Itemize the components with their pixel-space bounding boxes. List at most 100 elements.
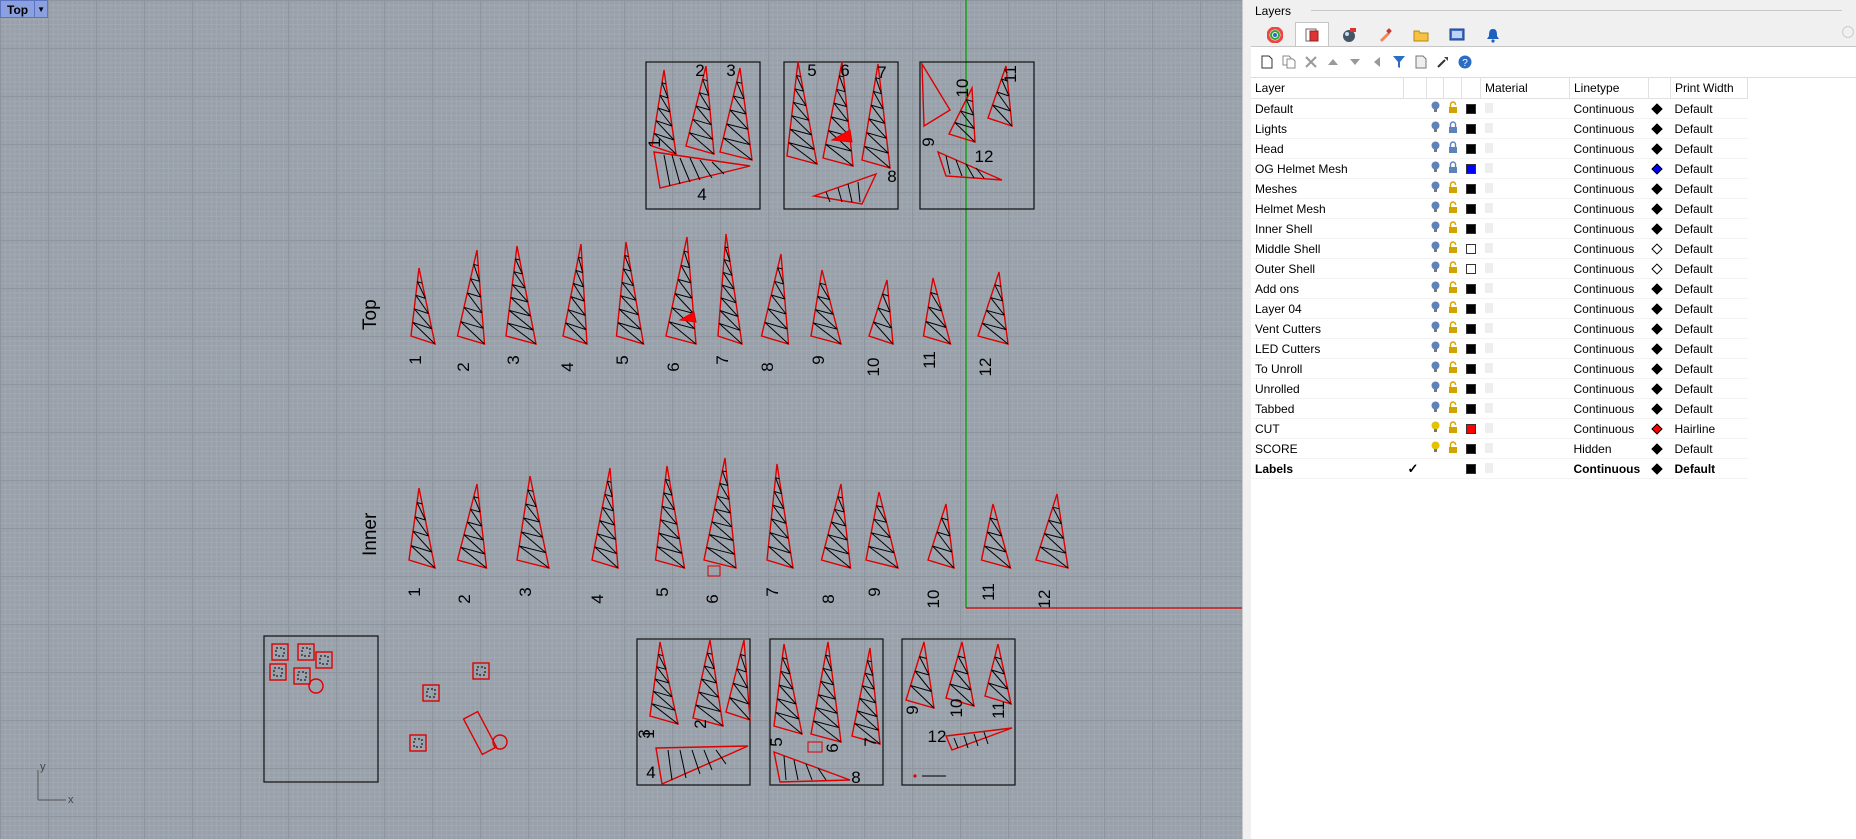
layer-linetype[interactable]: Continuous <box>1569 378 1649 399</box>
sheet-e[interactable] <box>769 638 884 786</box>
layer-visibility-cell[interactable] <box>1426 198 1444 219</box>
layer-visibility-cell[interactable] <box>1426 98 1444 119</box>
layer-color-swatch[interactable] <box>1465 124 1476 135</box>
layer-material-cell[interactable] <box>1480 218 1570 239</box>
print-color-diamond[interactable] <box>1650 343 1663 355</box>
layer-material-cell[interactable] <box>1480 98 1570 119</box>
layer-print-color-cell[interactable] <box>1648 198 1671 219</box>
layer-linetype[interactable]: Continuous <box>1569 338 1649 359</box>
lock-open-icon[interactable] <box>1448 221 1458 236</box>
lock-open-icon[interactable] <box>1448 441 1458 456</box>
layer-color-cell[interactable] <box>1461 98 1481 119</box>
lightbulb-icon[interactable] <box>1431 141 1440 156</box>
new-sublayer-icon[interactable] <box>1281 54 1297 70</box>
lock-open-icon[interactable] <box>1448 321 1458 336</box>
sheet-f-piece[interactable] <box>945 641 975 707</box>
filter-icon[interactable] <box>1391 54 1407 70</box>
layer-color-cell[interactable] <box>1461 218 1481 239</box>
layer-lock-cell[interactable] <box>1443 158 1462 179</box>
layer-material-cell[interactable] <box>1480 258 1570 279</box>
viewport-tab[interactable]: Top ▼ <box>0 0 49 18</box>
layer-color-cell[interactable] <box>1461 118 1481 139</box>
print-color-diamond[interactable] <box>1650 283 1663 295</box>
layer-linetype[interactable]: Continuous <box>1569 278 1649 299</box>
layer-color-swatch[interactable] <box>1465 384 1476 395</box>
sheet-e-piece[interactable] <box>810 641 842 743</box>
folder-icon[interactable] <box>1405 24 1437 46</box>
layer-print-width[interactable]: Default <box>1670 258 1748 279</box>
move-down-icon[interactable] <box>1347 54 1363 70</box>
lock-open-icon[interactable] <box>1448 261 1458 276</box>
panel-splitter[interactable] <box>1242 0 1251 839</box>
lightbulb-icon[interactable] <box>1431 181 1440 196</box>
layer-name[interactable]: LED Cutters <box>1251 338 1404 359</box>
layer-current-cell[interactable] <box>1403 118 1427 139</box>
col-on[interactable] <box>1426 78 1444 99</box>
layer-name[interactable]: Default <box>1251 98 1404 119</box>
help-icon[interactable]: ? <box>1457 54 1473 70</box>
sheet-f-piece[interactable] <box>984 643 1012 706</box>
top-piece-7[interactable] <box>717 233 743 346</box>
sheet-d-piece[interactable] <box>725 639 751 721</box>
layer-color-cell[interactable] <box>1461 358 1481 379</box>
layer-color-cell[interactable] <box>1461 298 1481 319</box>
layer-name[interactable]: Add ons <box>1251 278 1404 299</box>
layer-row[interactable]: Labels ✓ Continuous Default <box>1251 458 1748 479</box>
top-piece-1[interactable] <box>410 267 436 346</box>
layer-current-cell[interactable] <box>1403 238 1427 259</box>
sheet-d-piece[interactable] <box>649 641 679 725</box>
tools-icon[interactable] <box>1435 54 1451 70</box>
layer-color-cell[interactable] <box>1461 318 1481 339</box>
top-piece-11[interactable] <box>922 277 952 346</box>
layer-material-cell[interactable] <box>1480 198 1570 219</box>
layer-current-cell[interactable] <box>1403 198 1427 219</box>
layer-name[interactable]: Inner Shell <box>1251 218 1404 239</box>
layer-print-width[interactable]: Default <box>1670 198 1748 219</box>
layer-print-width[interactable]: Default <box>1670 358 1748 379</box>
layer-color-swatch[interactable] <box>1465 144 1476 155</box>
layer-print-width[interactable]: Default <box>1670 318 1748 339</box>
layer-color-swatch[interactable] <box>1465 184 1476 195</box>
col-color[interactable] <box>1461 78 1481 99</box>
lock-closed-icon[interactable] <box>1448 141 1458 156</box>
print-color-diamond[interactable] <box>1650 303 1663 315</box>
col-lock[interactable] <box>1443 78 1462 99</box>
col-layer[interactable]: Layer <box>1251 78 1404 99</box>
layer-linetype[interactable]: Continuous <box>1569 458 1649 479</box>
layer-material-cell[interactable] <box>1480 238 1570 259</box>
layer-visibility-cell[interactable] <box>1426 318 1444 339</box>
lock-open-icon[interactable] <box>1448 241 1458 256</box>
layer-lock-cell[interactable] <box>1443 198 1462 219</box>
layer-name[interactable]: To Unroll <box>1251 358 1404 379</box>
print-color-diamond[interactable] <box>1650 223 1663 235</box>
layer-material-cell[interactable] <box>1480 338 1570 359</box>
print-color-diamond[interactable] <box>1650 243 1663 255</box>
layer-current-cell[interactable] <box>1403 218 1427 239</box>
layer-lock-cell[interactable] <box>1443 278 1462 299</box>
layer-name[interactable]: Helmet Mesh <box>1251 198 1404 219</box>
viewport-name[interactable]: Top <box>0 0 36 18</box>
lock-open-icon[interactable] <box>1448 361 1458 376</box>
layer-color-swatch[interactable] <box>1465 404 1476 415</box>
layer-visibility-cell[interactable] <box>1426 418 1444 439</box>
inner-piece-6[interactable] <box>703 457 737 569</box>
layer-color-swatch[interactable] <box>1465 264 1476 275</box>
layer-visibility-cell[interactable] <box>1426 178 1444 199</box>
layer-visibility-cell[interactable] <box>1426 358 1444 379</box>
color-wheel-icon[interactable] <box>1259 24 1291 46</box>
col-print-color[interactable] <box>1648 78 1671 99</box>
layer-color-cell[interactable] <box>1461 258 1481 279</box>
layer-color-cell[interactable] <box>1461 378 1481 399</box>
layer-lock-cell[interactable] <box>1443 338 1462 359</box>
lock-open-icon[interactable] <box>1448 341 1458 356</box>
layer-visibility-cell[interactable] <box>1426 338 1444 359</box>
layer-material-cell[interactable] <box>1480 358 1570 379</box>
sheet-b-piece[interactable] <box>786 61 818 165</box>
inner-piece-12[interactable] <box>1035 493 1069 569</box>
layer-print-width[interactable]: Default <box>1670 398 1748 419</box>
layer-linetype[interactable]: Continuous <box>1569 178 1649 199</box>
layer-print-color-cell[interactable] <box>1648 318 1671 339</box>
copy-icon[interactable] <box>1413 54 1429 70</box>
layer-material-cell[interactable] <box>1480 418 1570 439</box>
layer-print-width[interactable]: Default <box>1670 238 1748 259</box>
